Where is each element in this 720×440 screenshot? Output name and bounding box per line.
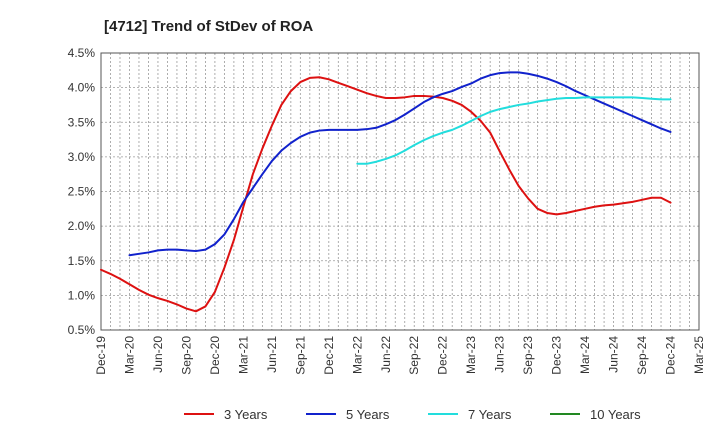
axes bbox=[100, 52, 700, 331]
legend-label-5-years: 5 Years bbox=[346, 407, 390, 422]
plot-frame bbox=[100, 52, 700, 331]
x-tick-label: Sep-24 bbox=[635, 336, 649, 375]
y-tick-label: 4.5% bbox=[68, 46, 96, 60]
y-tick-label: 4.0% bbox=[68, 81, 96, 95]
x-tick-label: Dec-20 bbox=[208, 336, 222, 375]
x-tick-label: Mar-24 bbox=[578, 336, 592, 374]
y-tick-label: 0.5% bbox=[68, 323, 96, 337]
series-lines bbox=[100, 71, 672, 313]
x-tick-label: Dec-21 bbox=[322, 336, 336, 375]
chart-title: [4712] Trend of StDev of ROA bbox=[104, 18, 313, 35]
x-tick-labels: Dec-19 Mar-20 Jun-20 Sep-20 Dec-20 Mar-21 Jun-… bbox=[94, 336, 706, 375]
series-line-5-years bbox=[128, 71, 672, 257]
x-tick-label: Sep-23 bbox=[521, 336, 535, 375]
y-tick-labels: 0.5% 1.0% 1.5% 2.0% 2.5% 3.0% 3.5% 4.0% 4.5% bbox=[68, 46, 96, 337]
x-tick-label: Dec-22 bbox=[436, 336, 450, 375]
x-tick-label: Dec-19 bbox=[94, 336, 108, 375]
x-tick-label: Mar-20 bbox=[122, 336, 136, 374]
x-tick-label: Jun-24 bbox=[607, 336, 621, 373]
y-tick-label: 3.0% bbox=[68, 150, 96, 164]
x-tick-label: Jun-20 bbox=[151, 336, 165, 373]
y-tick-label: 1.5% bbox=[68, 254, 96, 268]
y-tick-label: 3.5% bbox=[68, 115, 96, 129]
x-tick-label: Jun-21 bbox=[265, 336, 279, 373]
y-tick-label: 1.0% bbox=[68, 288, 96, 302]
x-tick-label: Jun-22 bbox=[379, 336, 393, 373]
y-tick-label: 2.0% bbox=[68, 219, 96, 233]
x-tick-label: Mar-21 bbox=[236, 336, 250, 374]
x-tick-label: Sep-21 bbox=[293, 336, 307, 375]
y-tick-label: 2.5% bbox=[68, 185, 96, 199]
x-tick-label: Mar-25 bbox=[692, 336, 706, 374]
x-tick-label: Sep-20 bbox=[179, 336, 193, 375]
x-tick-label: Jun-23 bbox=[493, 336, 507, 373]
x-tick-label: Mar-22 bbox=[350, 336, 364, 374]
legend-label-7-years: 7 Years bbox=[468, 407, 512, 422]
grid bbox=[100, 52, 700, 331]
x-tick-label: Dec-24 bbox=[664, 336, 678, 375]
x-tick-label: Sep-22 bbox=[407, 336, 421, 375]
x-tick-label: Mar-23 bbox=[464, 336, 478, 374]
legend-label-10-years: 10 Years bbox=[590, 407, 641, 422]
x-tick-label: Dec-23 bbox=[550, 336, 564, 375]
legend: 3 Years 5 Years 7 Years 10 Years bbox=[184, 407, 641, 422]
legend-label-3-years: 3 Years bbox=[224, 407, 268, 422]
series-line-3-years bbox=[100, 76, 672, 313]
series-line-7-years bbox=[356, 96, 672, 165]
